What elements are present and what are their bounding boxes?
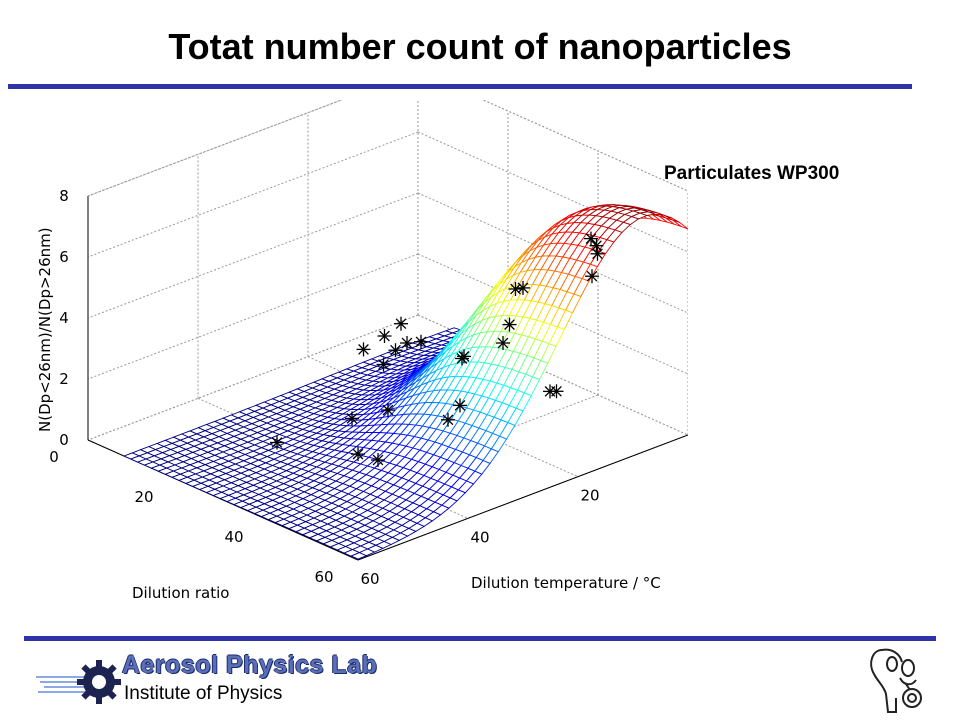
- data-point: [394, 316, 408, 331]
- slide-title: Totat number count of nanoparticles: [168, 26, 792, 67]
- data-point: [590, 246, 605, 261]
- institute-name: Institute of Physics: [124, 683, 283, 704]
- data-point: [377, 329, 392, 343]
- bottom-divider: [24, 636, 936, 641]
- data-point: [508, 282, 523, 296]
- data-point: [376, 357, 391, 372]
- z-tick-label: 8: [59, 187, 69, 205]
- surface-mesh: [122, 204, 688, 560]
- x-tick-label: 40: [224, 528, 243, 546]
- y-axis-label: Dilution temperature / °C: [471, 574, 661, 592]
- data-point: [345, 411, 359, 426]
- data-point: [502, 317, 517, 332]
- surface-plot: 0246802040600204060 Dilution ratio Dilut…: [36, 100, 688, 602]
- data-point: [585, 269, 599, 284]
- data-point: [414, 334, 428, 349]
- z-axis-label: N(Dp<26nm)/N(Dp>26nm): [36, 227, 54, 432]
- surface-cell: [349, 552, 368, 560]
- gas-mask-figure-icon: [870, 648, 922, 713]
- x-tick-label: 20: [134, 488, 153, 506]
- chart-subtitle: Particulates WP300: [664, 163, 840, 184]
- data-point: [388, 343, 403, 358]
- top-divider: [8, 84, 912, 89]
- y-tick-label: 20: [580, 487, 599, 505]
- data-point: [549, 384, 564, 399]
- data-point: [584, 231, 598, 246]
- x-tick-label: 0: [49, 448, 59, 466]
- z-tick-label: 4: [59, 309, 69, 327]
- data-point: [381, 403, 395, 418]
- y-tick-label: 60: [360, 570, 379, 588]
- z-tick-label: 2: [59, 370, 69, 388]
- axis-ticks: 0246802040600204060: [49, 187, 599, 588]
- x-tick-label: 60: [314, 568, 333, 586]
- data-point: [516, 280, 530, 295]
- lab-name: Aerosol Physics Lab: [122, 651, 378, 679]
- gear-logo-icon: [36, 660, 121, 704]
- data-point: [453, 398, 467, 413]
- z-tick-label: 6: [59, 248, 69, 266]
- data-point: [457, 349, 471, 364]
- data-markers: [270, 231, 605, 467]
- data-point: [356, 342, 371, 357]
- data-point: [351, 447, 365, 462]
- y-tick-label: 40: [470, 528, 489, 546]
- data-point: [371, 453, 385, 467]
- data-point: [270, 435, 284, 450]
- x-axis-label: Dilution ratio: [132, 584, 229, 602]
- data-point: [441, 412, 455, 427]
- data-point: [400, 336, 414, 350]
- z-tick-label: 0: [59, 431, 69, 449]
- data-point: [496, 336, 510, 350]
